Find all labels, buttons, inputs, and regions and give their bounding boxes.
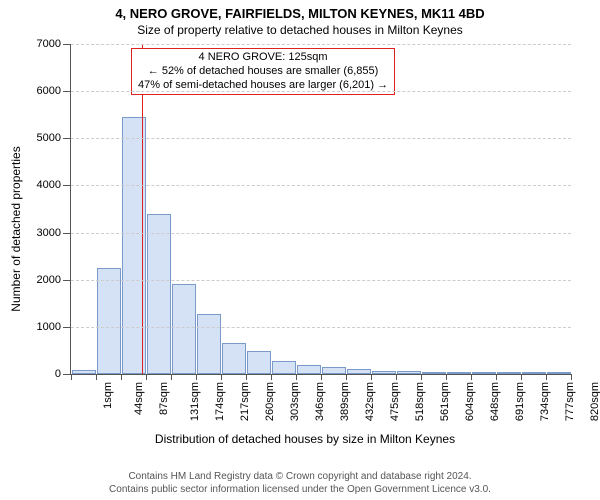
histogram-bar [172, 284, 196, 374]
x-tick-label: 820sqm [589, 382, 600, 421]
y-tick [63, 374, 71, 375]
grid-line [71, 91, 571, 92]
x-tick [71, 374, 72, 380]
histogram-bar [472, 372, 496, 374]
x-tick [471, 374, 472, 380]
histogram-bar [372, 371, 396, 374]
x-tick [221, 374, 222, 380]
x-tick [246, 374, 247, 380]
y-tick-label: 0 [55, 368, 61, 380]
chart-subtitle: Size of property relative to detached ho… [0, 21, 600, 37]
histogram-bar [247, 351, 271, 374]
x-tick-label: 648sqm [489, 382, 501, 421]
y-tick [63, 91, 71, 92]
histogram-bar [97, 268, 121, 374]
histogram-bar [497, 372, 521, 374]
histogram-bar [147, 214, 171, 374]
footer-line-2: Contains public sector information licen… [0, 484, 600, 497]
histogram-bar [322, 367, 346, 374]
x-tick-label: 217sqm [239, 382, 251, 421]
grid-line [71, 138, 571, 139]
x-tick-label: 604sqm [464, 382, 476, 421]
x-tick [571, 374, 572, 380]
y-tick [63, 138, 71, 139]
x-tick-label: 260sqm [264, 382, 276, 421]
x-tick-label: 777sqm [564, 382, 576, 421]
x-tick [396, 374, 397, 380]
x-tick-label: 303sqm [289, 382, 301, 421]
x-tick [271, 374, 272, 380]
x-tick-label: 87sqm [158, 382, 170, 415]
x-tick [171, 374, 172, 380]
histogram-bar [422, 372, 446, 374]
x-tick-label: 561sqm [439, 382, 451, 421]
x-tick-label: 1sqm [102, 382, 114, 409]
histogram-bar [272, 361, 296, 374]
footer-line-1: Contains HM Land Registry data © Crown c… [0, 471, 600, 484]
x-tick-label: 691sqm [514, 382, 526, 421]
y-tick [63, 44, 71, 45]
x-tick [546, 374, 547, 380]
annotation-box: 4 NERO GROVE: 125sqm ← 52% of detached h… [131, 48, 395, 95]
x-tick-label: 518sqm [414, 382, 426, 421]
y-tick-label: 4000 [37, 179, 61, 191]
plot-area: 4 NERO GROVE: 125sqm ← 52% of detached h… [70, 44, 571, 375]
x-tick [96, 374, 97, 380]
histogram-bar [347, 369, 371, 374]
x-tick-label: 346sqm [314, 382, 326, 421]
x-tick [346, 374, 347, 380]
y-tick-label: 6000 [37, 85, 61, 97]
y-tick-label: 2000 [37, 274, 61, 286]
histogram-bar [547, 372, 571, 374]
y-tick [63, 280, 71, 281]
x-tick-label: 131sqm [189, 382, 201, 421]
x-tick-label: 475sqm [389, 382, 401, 421]
x-tick [371, 374, 372, 380]
x-axis-label: Distribution of detached houses by size … [30, 432, 580, 446]
chart-container: 4, NERO GROVE, FAIRFIELDS, MILTON KEYNES… [0, 0, 600, 500]
histogram-bar [447, 372, 471, 374]
grid-line [71, 233, 571, 234]
annotation-line-2: ← 52% of detached houses are smaller (6,… [138, 65, 388, 79]
grid-line [71, 44, 571, 45]
x-tick [296, 374, 297, 380]
histogram-bar [522, 372, 546, 374]
grid-line [71, 280, 571, 281]
y-axis-label: Number of detached properties [9, 146, 23, 311]
grid-line [71, 327, 571, 328]
y-tick-label: 5000 [37, 132, 61, 144]
page-title: 4, NERO GROVE, FAIRFIELDS, MILTON KEYNES… [0, 0, 600, 21]
chart-outer: Number of detached properties 4 NERO GRO… [30, 44, 580, 414]
y-tick [63, 327, 71, 328]
y-tick [63, 233, 71, 234]
x-tick [321, 374, 322, 380]
x-tick [521, 374, 522, 380]
histogram-bar [297, 365, 321, 374]
x-tick [121, 374, 122, 380]
x-tick-label: 174sqm [214, 382, 226, 421]
x-tick-label: 734sqm [539, 382, 551, 421]
footer: Contains HM Land Registry data © Crown c… [0, 471, 600, 496]
x-tick-label: 389sqm [339, 382, 351, 421]
histogram-bar [222, 343, 246, 374]
y-tick-label: 1000 [37, 321, 61, 333]
x-tick [496, 374, 497, 380]
x-tick [146, 374, 147, 380]
histogram-bar [197, 314, 221, 374]
histogram-bar [72, 370, 96, 374]
x-tick [446, 374, 447, 380]
y-tick [63, 185, 71, 186]
y-tick-label: 7000 [37, 38, 61, 50]
histogram-bar [397, 371, 421, 374]
x-tick [421, 374, 422, 380]
x-tick-label: 44sqm [133, 382, 145, 415]
y-tick-label: 3000 [37, 227, 61, 239]
annotation-line-1: 4 NERO GROVE: 125sqm [138, 51, 388, 65]
x-tick [196, 374, 197, 380]
grid-line [71, 185, 571, 186]
x-tick-label: 432sqm [364, 382, 376, 421]
